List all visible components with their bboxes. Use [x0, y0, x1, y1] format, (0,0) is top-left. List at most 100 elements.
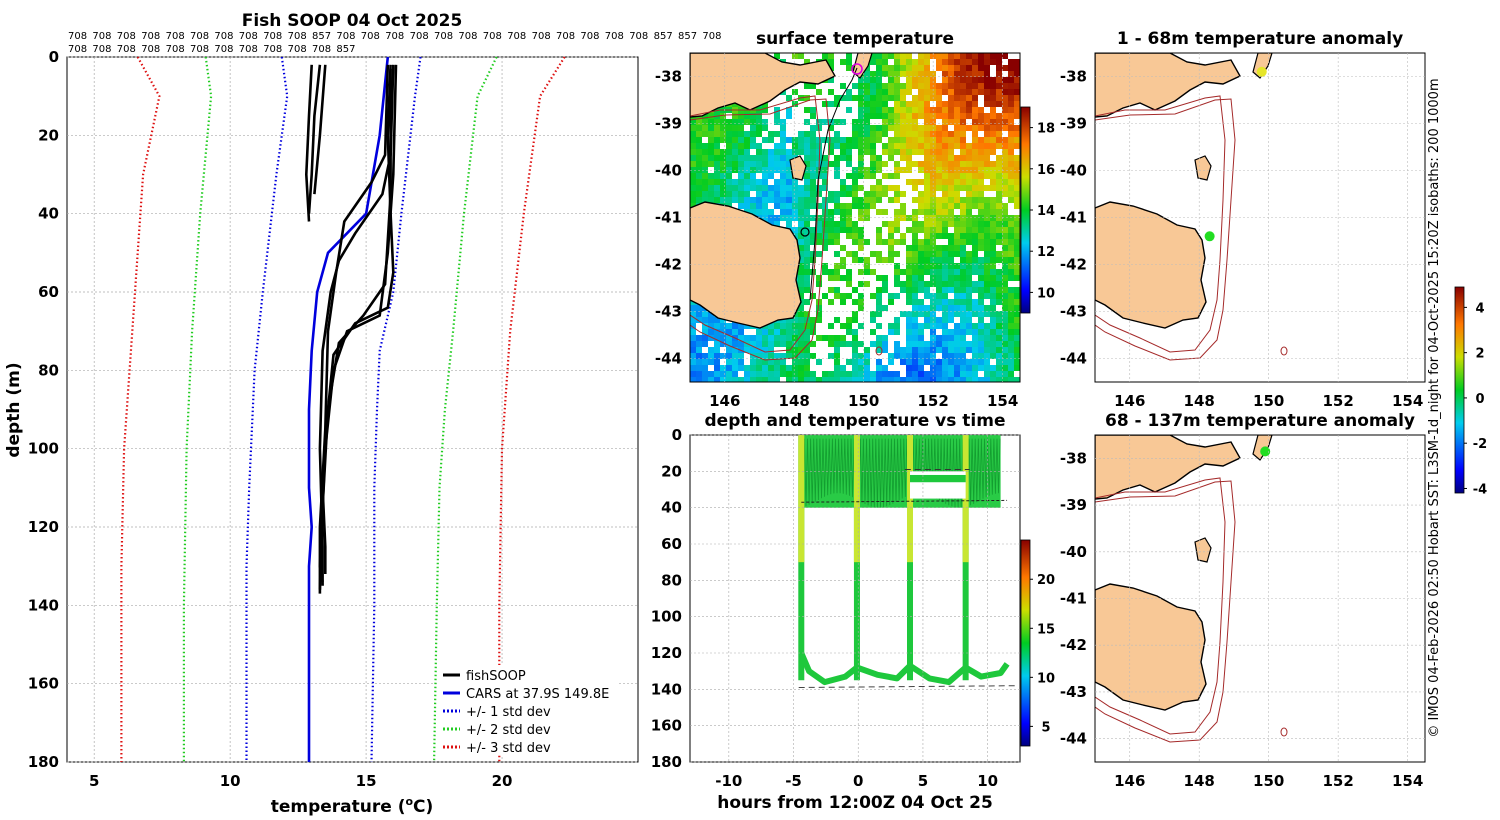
sst-pixel: [972, 269, 978, 275]
sst-pixel: [894, 353, 900, 359]
map-y-tick-label: -42: [1060, 256, 1087, 274]
sst-pixel: [810, 83, 816, 89]
sst-pixel: [972, 89, 978, 95]
sst-pixel: [804, 335, 810, 341]
sst-pixel: [744, 119, 750, 125]
sst-pixel: [1002, 215, 1008, 221]
sst-pixel: [792, 335, 798, 341]
sst-pixel: [906, 215, 912, 221]
sst-pixel: [840, 185, 846, 191]
sst-pixel: [1014, 161, 1020, 167]
sst-pixel: [1014, 317, 1020, 323]
sst-pixel: [708, 149, 714, 155]
sst-pixel: [876, 299, 882, 305]
sst-pixel: [792, 353, 798, 359]
sst-pixel: [1008, 227, 1014, 233]
sst-pixel: [918, 263, 924, 269]
sst-pixel: [870, 329, 876, 335]
sst-pixel: [972, 227, 978, 233]
sst-pixel: [1002, 245, 1008, 251]
sst-pixel: [726, 173, 732, 179]
sst-pixel: [906, 227, 912, 233]
sst-pixel: [978, 83, 984, 89]
sst-pixel: [846, 143, 852, 149]
sst-pixel: [972, 305, 978, 311]
sst-pixel: [720, 131, 726, 137]
sst-pixel: [834, 275, 840, 281]
sst-pixel: [810, 125, 816, 131]
sst-pixel: [960, 167, 966, 173]
sst-pixel: [714, 131, 720, 137]
sst-pixel: [864, 257, 870, 263]
sst-pixel: [762, 329, 768, 335]
sst-pixel: [780, 137, 786, 143]
sst-pixel: [702, 185, 708, 191]
sst-pixel: [906, 263, 912, 269]
sst-pixel: [942, 53, 948, 59]
sst-pixel: [930, 53, 936, 59]
colorbar-tick-label: 15: [1037, 622, 1055, 637]
sst-pixel: [894, 317, 900, 323]
sst-pixel: [690, 365, 696, 371]
sst-pixel: [966, 281, 972, 287]
sst-pixel: [924, 239, 930, 245]
sst-pixel: [900, 287, 906, 293]
sst-pixel: [786, 203, 792, 209]
sst-pixel: [720, 155, 726, 161]
sst-pixel: [924, 173, 930, 179]
sst-pixel: [846, 95, 852, 101]
map-y-tick-label: -38: [1060, 449, 1087, 467]
sst-pixel: [852, 185, 858, 191]
map-x-tick-label: 152: [918, 392, 949, 410]
profile-id: 708: [483, 31, 502, 42]
sst-pixel: [726, 179, 732, 185]
sst-pixel: [792, 191, 798, 197]
sst-pixel: [762, 203, 768, 209]
sst-pixel: [804, 263, 810, 269]
sst-pixel: [738, 341, 744, 347]
sst-pixel: [828, 299, 834, 305]
sst-pixel: [966, 53, 972, 59]
sst-pixel: [720, 317, 726, 323]
sst-pixel: [972, 65, 978, 71]
sst-pixel: [852, 347, 858, 353]
sst-pixel: [876, 209, 882, 215]
sst-pixel: [906, 353, 912, 359]
sst-pixel: [984, 233, 990, 239]
sst-pixel: [798, 281, 804, 287]
sst-pixel: [864, 125, 870, 131]
sst-pixel: [918, 71, 924, 77]
sst-pixel: [864, 191, 870, 197]
sst-pixel: [708, 191, 714, 197]
sst-pixel: [816, 233, 822, 239]
sst-pixel: [780, 353, 786, 359]
map-x-tick-label: 150: [1253, 772, 1284, 790]
sst-pixel: [888, 95, 894, 101]
sst-pixel: [876, 155, 882, 161]
sst-pixel: [726, 155, 732, 161]
sst-pixel: [948, 65, 954, 71]
sst-pixel: [984, 239, 990, 245]
sst-pixel: [732, 155, 738, 161]
y-tick-label: 120: [28, 518, 59, 536]
sst-pixel: [714, 371, 720, 377]
sst-pixel: [924, 143, 930, 149]
a1-isobath-1000: [1095, 98, 1236, 361]
sst-pixel: [780, 149, 786, 155]
sst-pixel: [810, 293, 816, 299]
sst-pixel: [870, 191, 876, 197]
sst-pixel: [798, 131, 804, 137]
sst-pixel: [708, 119, 714, 125]
a1-tasmania: [1095, 201, 1207, 329]
sst-pixel: [786, 179, 792, 185]
profile-id: 857: [678, 31, 697, 42]
sst-pixel: [936, 203, 942, 209]
sst-pixel: [774, 365, 780, 371]
sst-pixel: [858, 185, 864, 191]
y-tick-label: 180: [28, 753, 59, 771]
sst-pixel: [858, 305, 864, 311]
time-x-tick-label: 0: [853, 772, 863, 790]
sst-pixel: [948, 275, 954, 281]
sst-pixel: [762, 107, 768, 113]
sst-pixel: [990, 203, 996, 209]
